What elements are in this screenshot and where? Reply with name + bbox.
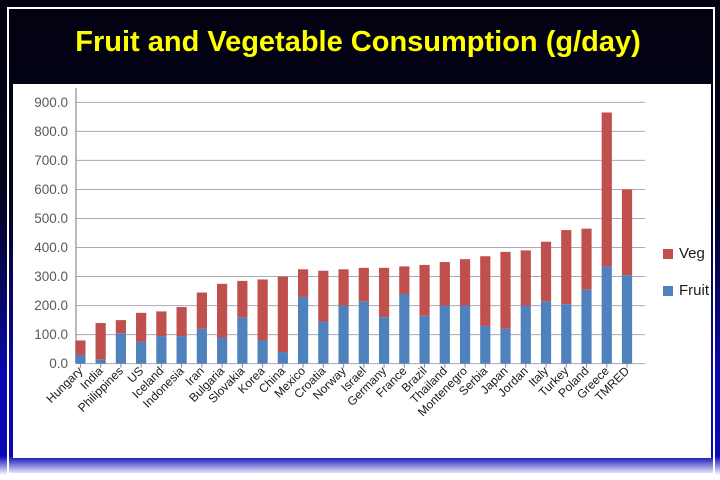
svg-text:200.0: 200.0: [34, 298, 68, 313]
svg-text:600.0: 600.0: [34, 182, 68, 197]
svg-text:400.0: 400.0: [34, 240, 68, 255]
svg-text:500.0: 500.0: [34, 211, 68, 226]
svg-text:300.0: 300.0: [34, 269, 68, 284]
svg-text:700.0: 700.0: [34, 153, 68, 168]
svg-text:800.0: 800.0: [34, 124, 68, 139]
svg-text:0.0: 0.0: [49, 356, 68, 371]
svg-text:100.0: 100.0: [34, 327, 68, 342]
svg-text:900.0: 900.0: [34, 95, 68, 110]
